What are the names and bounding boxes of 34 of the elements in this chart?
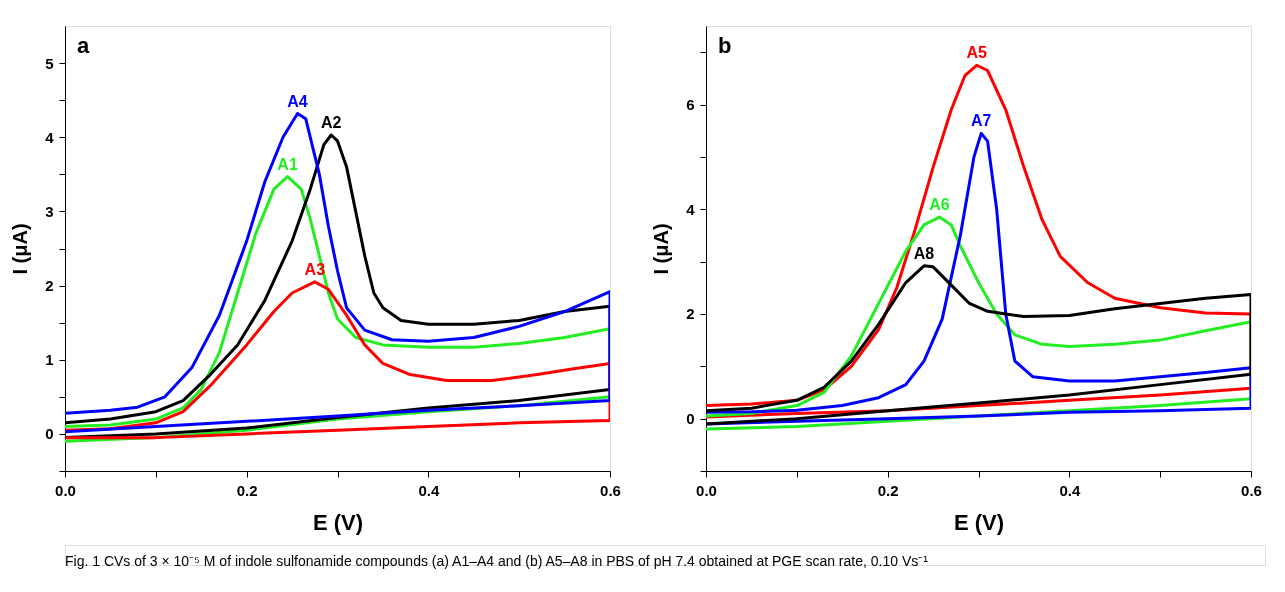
y-tick-label: 0	[686, 410, 695, 428]
y-tick-label: 4	[45, 128, 55, 146]
x-tick-label: 0.4	[418, 481, 440, 499]
y-tick-label: 6	[686, 96, 695, 114]
x-axis-title: E (V)	[953, 509, 1005, 535]
x-tick-label: 0.4	[1059, 481, 1081, 499]
y-tick-label: 4	[686, 200, 696, 218]
series-label: A4	[287, 92, 308, 110]
series-label: A6	[929, 196, 950, 214]
y-axis-title: I (μA)	[9, 223, 32, 275]
series-label: A2	[320, 114, 342, 132]
x-axis-title: E (V)	[312, 509, 364, 535]
y-tick-label: 0	[45, 425, 54, 443]
line-series	[706, 131, 1251, 426]
line-series	[65, 280, 610, 440]
y-tick-label: 1	[45, 351, 54, 369]
y-tick-label: 2	[686, 305, 695, 323]
caption: Fig. 1 CVs of 3 × 10⁻⁵ M of indole sulfonamide compounds (a) A1–A4 and (b) A5–A8 in PBS of pH 7.4 obtained at PGE scan rate, 0.10 Vs⁻¹	[65, 553, 929, 569]
x-tick-label: 0.0	[55, 481, 76, 499]
x-tick-label: 0.6	[600, 481, 621, 499]
series-label: A8	[913, 244, 935, 262]
x-tick-label: 0.2	[877, 481, 899, 499]
y-tick-label: 3	[45, 202, 54, 220]
x-tick-label: 0.6	[1241, 481, 1262, 499]
chart-title: a	[77, 33, 90, 58]
y-axis-title: I (μA)	[650, 223, 673, 275]
series-label: A5	[966, 44, 988, 62]
y-tick-label: 5	[45, 54, 54, 72]
series-label: A1	[277, 155, 298, 173]
chart-title: b	[718, 33, 732, 58]
y-tick-label: 2	[45, 277, 54, 295]
x-tick-label: 0.0	[696, 481, 717, 499]
x-tick-label: 0.2	[236, 481, 258, 499]
series-label: A7	[971, 112, 992, 130]
